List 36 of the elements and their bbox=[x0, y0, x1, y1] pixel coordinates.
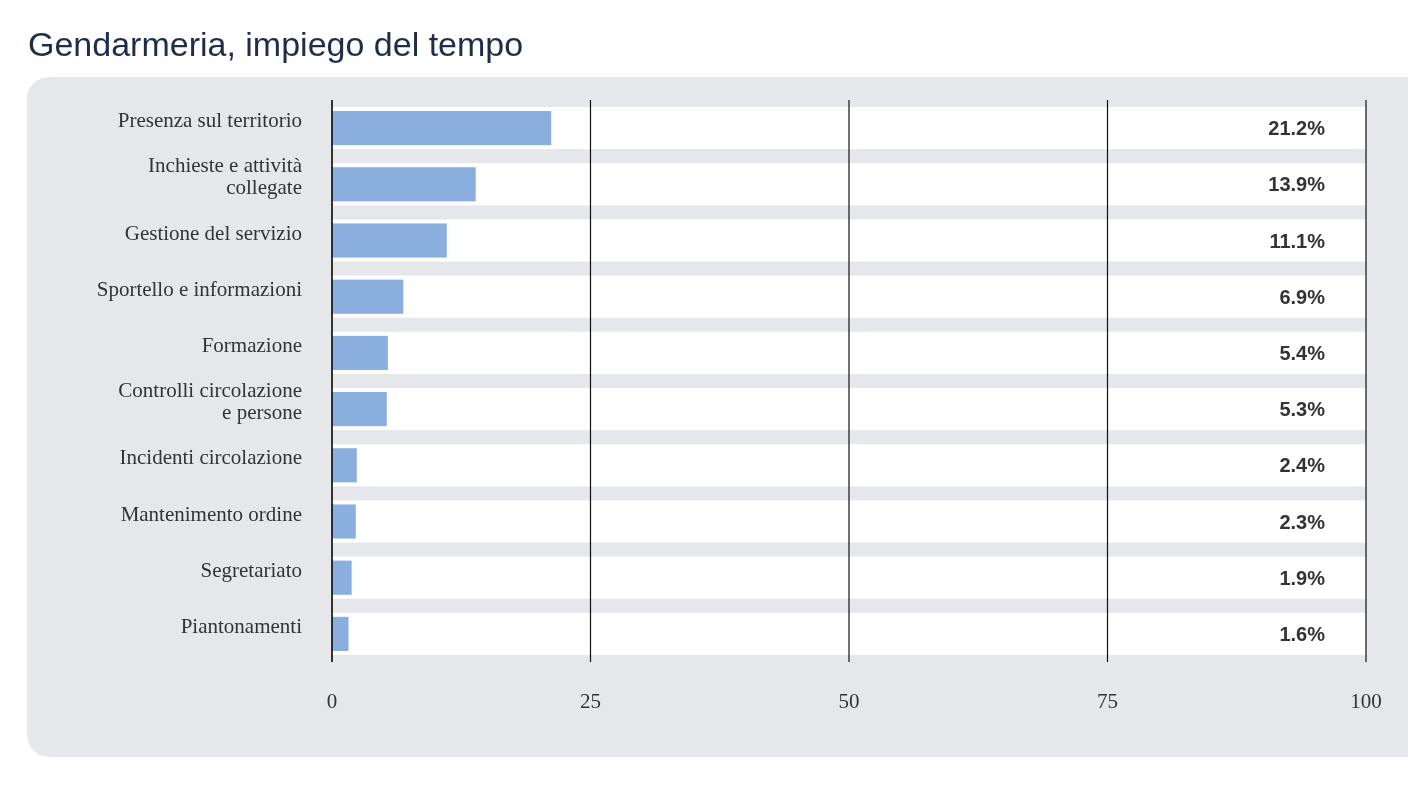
x-tick-label: 25 bbox=[580, 689, 601, 713]
bar bbox=[332, 223, 447, 258]
data-label: 6.9% bbox=[1279, 285, 1326, 308]
bar bbox=[332, 448, 357, 483]
data-label: 5.3% bbox=[1279, 398, 1326, 421]
bar bbox=[332, 392, 387, 427]
y-tick-label: Piantonamenti bbox=[180, 613, 303, 638]
y-tick-label: Presenza sul territorio bbox=[117, 108, 302, 133]
data-label: 2.4% bbox=[1279, 454, 1326, 477]
bar bbox=[332, 504, 356, 539]
bar bbox=[332, 616, 349, 651]
x-tick-label: 100 bbox=[1350, 689, 1382, 713]
bar bbox=[332, 279, 404, 314]
x-tick-label: 0 bbox=[326, 689, 338, 713]
y-tick-label: Mantenimento ordine bbox=[120, 501, 302, 526]
x-tick-label: 50 bbox=[838, 689, 860, 713]
y-tick-label: Inchieste e attività collegate bbox=[148, 153, 303, 200]
bar bbox=[332, 560, 352, 595]
data-label: 2.3% bbox=[1279, 510, 1326, 533]
data-label: 13.9% bbox=[1268, 173, 1326, 196]
y-tick-label: Incidenti circolazione bbox=[119, 445, 302, 470]
y-tick-label: Formazione bbox=[201, 332, 302, 357]
data-label: 5.4% bbox=[1279, 341, 1326, 364]
bar bbox=[332, 167, 476, 202]
data-label: 11.1% bbox=[1269, 229, 1326, 252]
bar bbox=[332, 335, 388, 370]
data-label: 1.9% bbox=[1279, 566, 1326, 589]
data-label: 1.6% bbox=[1279, 622, 1326, 645]
y-tick-label: Controlli circolazione e persone bbox=[118, 378, 302, 425]
bar bbox=[332, 111, 552, 146]
data-label: 21.2% bbox=[1268, 117, 1326, 140]
y-tick-label: Sportello e informazioni bbox=[96, 276, 303, 301]
y-tick-label: Gestione del servizio bbox=[124, 220, 302, 245]
y-tick-label: Segretariato bbox=[200, 557, 302, 582]
x-tick-label: 75 bbox=[1097, 689, 1118, 713]
chart-title: Gendarmeria, impiego del tempo bbox=[28, 25, 524, 63]
